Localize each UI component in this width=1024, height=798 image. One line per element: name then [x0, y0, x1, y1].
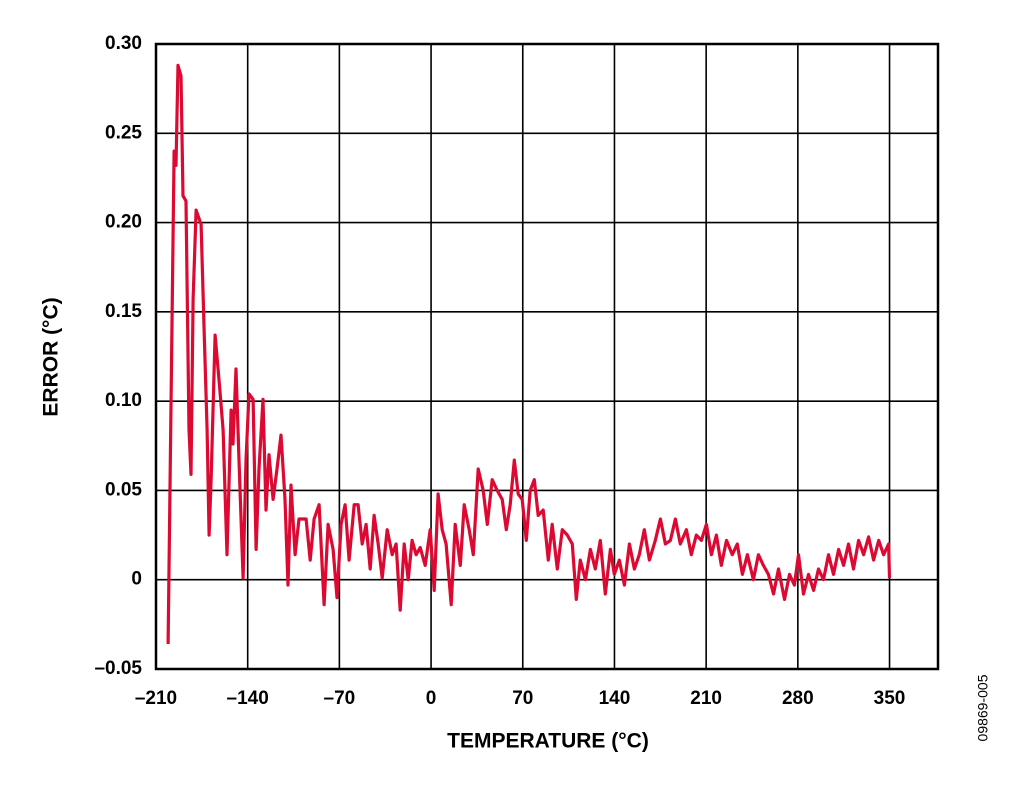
x-tick-label: 0: [426, 688, 437, 709]
y-tick-label: 0.30: [105, 33, 142, 54]
y-tick-label: 0.20: [105, 212, 142, 233]
x-tick-label: 280: [782, 688, 814, 709]
x-tick-label: 140: [599, 688, 631, 709]
x-tick-label: –140: [227, 688, 269, 709]
plot-frame: [154, 42, 940, 671]
y-tick-label: 0.10: [105, 390, 142, 411]
x-tick-label: –210: [135, 688, 177, 709]
data-line: [166, 63, 892, 645]
y-tick-label: 0.05: [105, 479, 142, 500]
figure-id: 09869-005: [975, 674, 991, 741]
y-tick-label: –0.05: [94, 658, 142, 679]
x-tick-label: 350: [874, 688, 906, 709]
y-axis-label: ERROR (°C): [40, 297, 63, 416]
x-tick-label: 70: [512, 688, 533, 709]
x-axis-label: TEMPERATURE (°C): [447, 730, 649, 753]
y-tick-label: 0.25: [105, 122, 142, 143]
x-tick-label: 210: [690, 688, 722, 709]
x-tick-label: –70: [324, 688, 356, 709]
y-tick-label: 0: [131, 569, 142, 590]
y-tick-label: 0.15: [105, 301, 142, 322]
